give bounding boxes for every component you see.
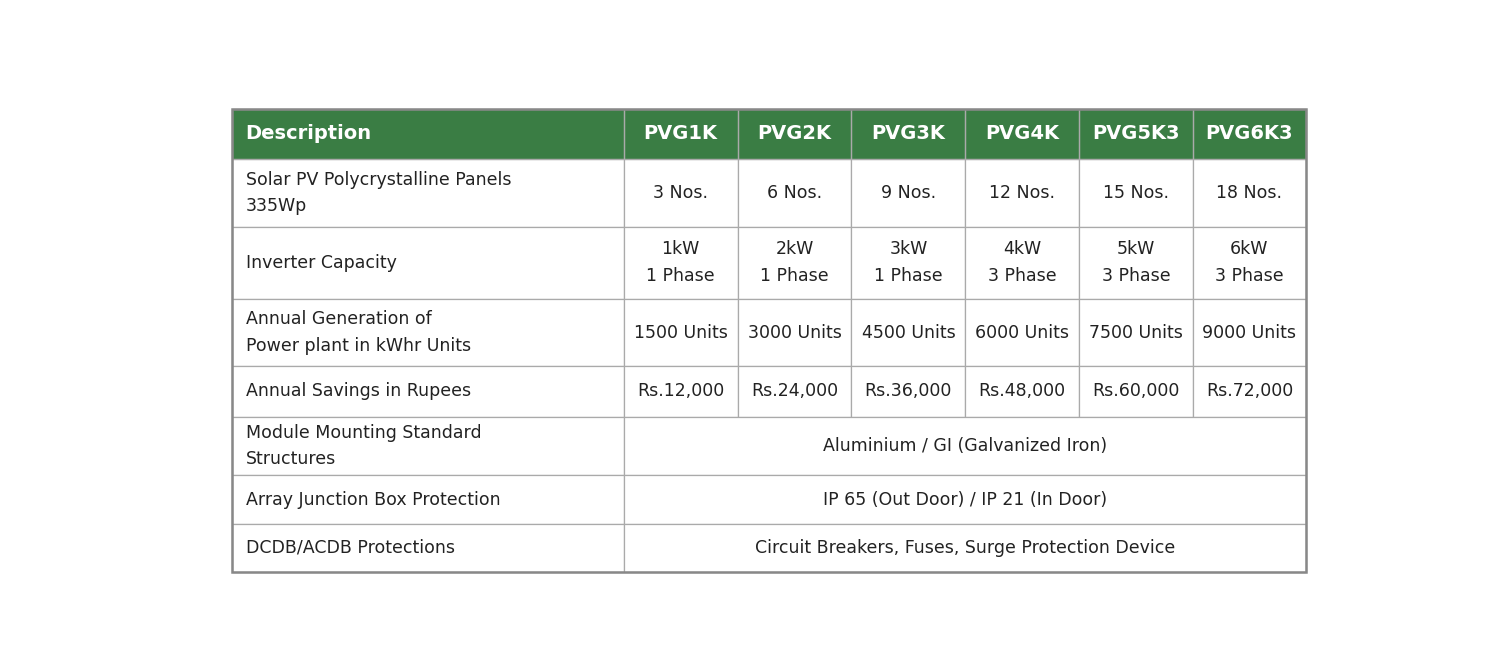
Text: 1500 Units: 1500 Units [633, 324, 728, 342]
Text: 18 Nos.: 18 Nos. [1216, 184, 1282, 202]
Bar [852, 109, 966, 159]
Bar [738, 109, 852, 159]
Text: Rs.12,000: Rs.12,000 [638, 383, 724, 401]
Text: 7500 Units: 7500 Units [1089, 324, 1184, 342]
Bar [231, 299, 624, 366]
Bar [852, 299, 966, 366]
Bar [852, 366, 966, 417]
Bar [1078, 226, 1192, 299]
Bar [1192, 366, 1306, 417]
Text: Inverter Capacity: Inverter Capacity [246, 254, 396, 271]
Text: Solar PV Polycrystalline Panels
335Wp: Solar PV Polycrystalline Panels 335Wp [246, 171, 512, 215]
Text: PVG4K: PVG4K [986, 125, 1059, 143]
Bar [1192, 109, 1306, 159]
Bar [231, 417, 624, 476]
Bar [231, 159, 624, 226]
Bar [624, 109, 738, 159]
Text: 6000 Units: 6000 Units [975, 324, 1070, 342]
Bar [852, 226, 966, 299]
Bar [738, 226, 852, 299]
Bar [624, 476, 1306, 523]
Text: 9000 Units: 9000 Units [1203, 324, 1296, 342]
Bar [231, 226, 624, 299]
Bar [1192, 299, 1306, 366]
Text: 3000 Units: 3000 Units [747, 324, 842, 342]
Text: 4kW
3 Phase: 4kW 3 Phase [988, 241, 1056, 285]
Bar [624, 417, 1306, 476]
Bar [1078, 109, 1192, 159]
Text: DCDB/ACDB Protections: DCDB/ACDB Protections [246, 539, 454, 557]
Bar [738, 299, 852, 366]
Bar [966, 109, 1078, 159]
Text: Rs.60,000: Rs.60,000 [1092, 383, 1180, 401]
Bar [1192, 226, 1306, 299]
Bar [1192, 159, 1306, 226]
Text: Circuit Breakers, Fuses, Surge Protection Device: Circuit Breakers, Fuses, Surge Protectio… [754, 539, 1174, 557]
Text: 1kW
1 Phase: 1kW 1 Phase [646, 241, 716, 285]
Text: PVG6K3: PVG6K3 [1206, 125, 1293, 143]
Bar [624, 226, 738, 299]
Text: PVG1K: PVG1K [644, 125, 717, 143]
Bar [624, 366, 738, 417]
Bar [852, 159, 966, 226]
Bar [231, 366, 624, 417]
Bar [231, 109, 1306, 159]
Text: 6 Nos.: 6 Nos. [766, 184, 822, 202]
Bar [624, 523, 1306, 572]
Bar [966, 226, 1078, 299]
Text: PVG3K: PVG3K [871, 125, 945, 143]
Bar [624, 159, 738, 226]
Text: Annual Generation of
Power plant in kWhr Units: Annual Generation of Power plant in kWhr… [246, 310, 471, 354]
Text: 3kW
1 Phase: 3kW 1 Phase [874, 241, 942, 285]
Bar [966, 159, 1078, 226]
Bar [231, 109, 1306, 572]
Text: 6kW
3 Phase: 6kW 3 Phase [1215, 241, 1284, 285]
Text: Rs.24,000: Rs.24,000 [752, 383, 839, 401]
Text: Rs.36,000: Rs.36,000 [864, 383, 952, 401]
Text: Rs.72,000: Rs.72,000 [1206, 383, 1293, 401]
Text: PVG2K: PVG2K [758, 125, 831, 143]
Text: Annual Savings in Rupees: Annual Savings in Rupees [246, 383, 471, 401]
Bar [738, 159, 852, 226]
Text: 9 Nos.: 9 Nos. [880, 184, 936, 202]
Text: 12 Nos.: 12 Nos. [988, 184, 1054, 202]
Text: Module Mounting Standard
Structures: Module Mounting Standard Structures [246, 424, 482, 468]
Bar [966, 299, 1078, 366]
Text: 5kW
3 Phase: 5kW 3 Phase [1102, 241, 1170, 285]
Bar [231, 476, 624, 523]
Text: PVG5K3: PVG5K3 [1092, 125, 1180, 143]
Bar [231, 109, 624, 159]
Text: IP 65 (Out Door) / IP 21 (In Door): IP 65 (Out Door) / IP 21 (In Door) [822, 490, 1107, 509]
Text: 15 Nos.: 15 Nos. [1102, 184, 1168, 202]
Bar [738, 366, 852, 417]
Text: Description: Description [246, 125, 372, 143]
Bar [231, 523, 624, 572]
Text: 2kW
1 Phase: 2kW 1 Phase [760, 241, 830, 285]
Text: Aluminium / GI (Galvanized Iron): Aluminium / GI (Galvanized Iron) [822, 437, 1107, 455]
Text: 4500 Units: 4500 Units [861, 324, 956, 342]
Bar [1078, 299, 1192, 366]
Bar [1078, 366, 1192, 417]
Bar [624, 299, 738, 366]
Bar [1078, 159, 1192, 226]
Text: 3 Nos.: 3 Nos. [652, 184, 708, 202]
Text: Rs.48,000: Rs.48,000 [978, 383, 1066, 401]
Text: Array Junction Box Protection: Array Junction Box Protection [246, 490, 500, 509]
Bar [966, 366, 1078, 417]
